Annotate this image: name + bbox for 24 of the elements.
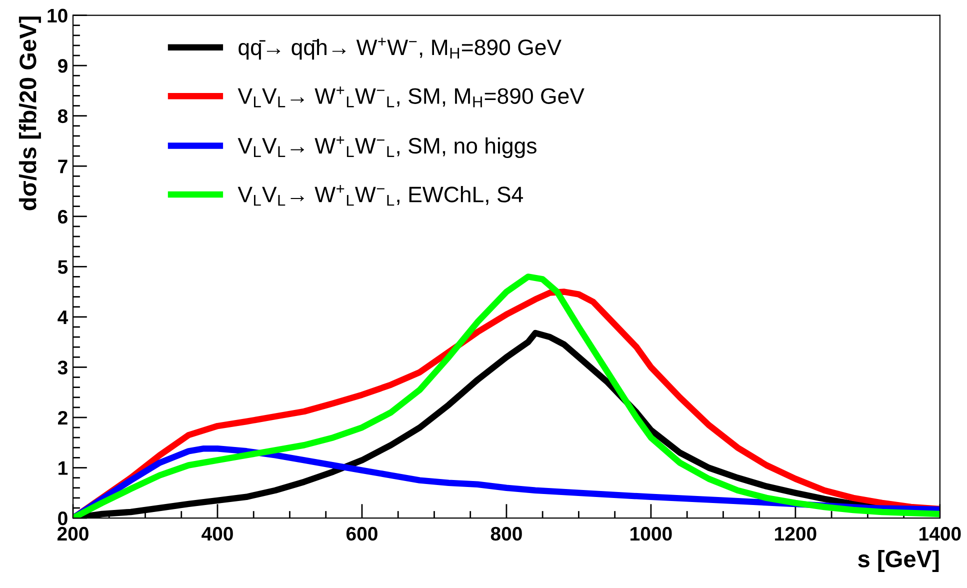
y-tick-label: 6 <box>58 210 68 224</box>
y-tick-label: 7 <box>58 160 68 174</box>
y-tick-label: 4 <box>58 310 68 324</box>
x-tick-label: 1400 <box>920 526 961 541</box>
y-tick-label: 0 <box>58 511 68 526</box>
x-tick-label: 600 <box>346 526 378 541</box>
x-axis-title: s [GeV] <box>858 550 939 572</box>
x-tick-label: 1200 <box>775 526 816 541</box>
x-tick-label: 400 <box>202 526 233 541</box>
text: V$_{L}$V$_{L}$→ W$^{+}$$_{L}$W$^{−}$$_{L}$, EWChL, S4 <box>238 184 524 206</box>
y-tick-label: 1 <box>58 461 68 475</box>
text: V$_{L}$V$_{L}$→ W$^{+}$$_{L}$W$^{−}$$_{L}$, SM, M$_{H}$=890 GeV <box>238 86 584 108</box>
y-tick-label: 5 <box>58 260 68 274</box>
x-tick-label: 800 <box>490 526 522 541</box>
x-tick-label: 200 <box>57 526 88 541</box>
y-tick-label: 9 <box>58 59 68 73</box>
text: V$_{L}$V$_{L}$→ W$^{+}$$_{L}$W$^{−}$$_{L}$, SM, no higgs <box>238 136 536 158</box>
legend-label: qq̄→ qq̄h→ W$^{+}$W$^{−}$, M$_{H}$=890 GeV <box>238 38 562 60</box>
y-tick-label: 3 <box>58 360 68 374</box>
x-tick-label: 1000 <box>630 526 672 541</box>
y-tick-label: 8 <box>58 109 68 124</box>
y-tick-label: 2 <box>58 410 68 425</box>
y-axis-title: dσ/ds [fb/20 GeV] <box>18 16 41 210</box>
y-tick-label: 10 <box>48 8 68 23</box>
